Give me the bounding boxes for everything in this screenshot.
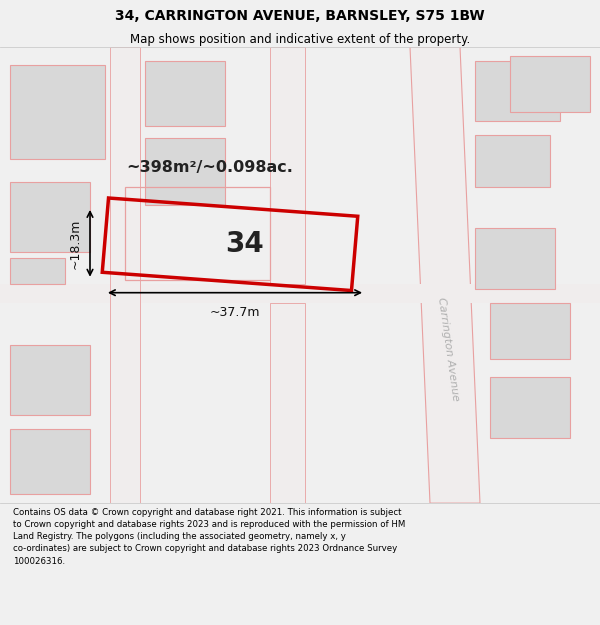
Polygon shape xyxy=(0,284,600,303)
Bar xyxy=(10,345,90,414)
Bar xyxy=(10,258,65,284)
Bar xyxy=(510,56,590,112)
Text: ~398m²/~0.098ac.: ~398m²/~0.098ac. xyxy=(127,161,293,176)
Bar xyxy=(10,429,90,494)
Text: 34: 34 xyxy=(226,230,265,258)
Text: 34, CARRINGTON AVENUE, BARNSLEY, S75 1BW: 34, CARRINGTON AVENUE, BARNSLEY, S75 1BW xyxy=(115,9,485,23)
Text: ~18.3m: ~18.3m xyxy=(69,218,82,269)
Bar xyxy=(125,186,270,279)
Bar xyxy=(490,378,570,438)
Bar xyxy=(110,47,140,503)
Text: Map shows position and indicative extent of the property.: Map shows position and indicative extent… xyxy=(130,32,470,46)
Text: Contains OS data © Crown copyright and database right 2021. This information is : Contains OS data © Crown copyright and d… xyxy=(13,508,406,566)
Bar xyxy=(475,61,560,121)
Bar xyxy=(10,182,90,252)
Bar xyxy=(145,61,225,126)
Text: ~37.7m: ~37.7m xyxy=(210,306,260,319)
Bar xyxy=(475,229,555,289)
Text: Carrington Avenue: Carrington Avenue xyxy=(436,297,460,402)
Bar xyxy=(10,66,105,159)
Bar xyxy=(475,136,550,186)
Bar xyxy=(490,303,570,359)
Bar xyxy=(145,138,225,205)
Bar xyxy=(270,303,305,503)
Bar xyxy=(270,47,305,284)
Polygon shape xyxy=(410,47,480,503)
